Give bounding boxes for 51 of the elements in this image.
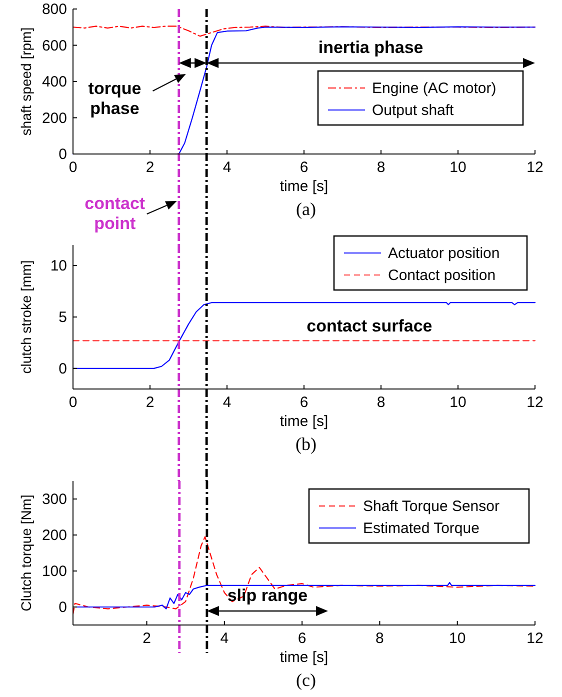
y-tick-label: 800	[42, 1, 67, 18]
x-tick-label: 10	[450, 394, 466, 411]
text: (a)	[296, 199, 316, 219]
x-axis-title: time [s]	[280, 178, 328, 195]
legend-label: Engine (AC motor)	[372, 80, 496, 97]
y-axis-title: shaft speed [rpm]	[18, 27, 34, 136]
annotation: inertia phase	[318, 38, 424, 57]
x-tick-label: 2	[142, 630, 151, 647]
x-tick-label: 12	[526, 630, 544, 647]
annotation: slip range	[227, 586, 308, 605]
annotation: torque phase	[88, 79, 142, 118]
x-tick-label: 6	[300, 394, 308, 411]
y-tick-label: 200	[42, 110, 67, 127]
legend-label: Actuator position	[388, 245, 500, 262]
x-tick-label: 8	[376, 630, 384, 647]
y-tick-label: 0	[58, 146, 67, 163]
y-tick-label: 10	[50, 258, 67, 275]
x-tick-label: 12	[526, 394, 544, 411]
x-tick-label: 8	[376, 159, 386, 176]
y-tick-label: 300	[42, 491, 67, 508]
x-tick-label: 2	[146, 394, 154, 411]
x-tick-label: 10	[449, 630, 466, 647]
y-tick-label: 200	[42, 527, 67, 544]
y-tick-label: 100	[42, 563, 67, 580]
x-tick-label: 12	[526, 159, 544, 176]
x-tick-label: 4	[220, 630, 229, 647]
line-series	[72, 536, 536, 615]
x-axis-title: time [s]	[280, 649, 328, 666]
x-tick-label: 2	[146, 159, 154, 176]
text: (c)	[296, 670, 316, 690]
y-tick-label: 400	[42, 74, 67, 90]
text: (b)	[296, 434, 316, 454]
x-tick-label: 8	[376, 394, 386, 411]
y-tick-label: 600	[42, 37, 67, 54]
x-tick-label: 6	[298, 630, 306, 647]
legend-label: Contact position	[388, 267, 496, 284]
x-axis-title: time [s]	[280, 413, 328, 430]
x-tick-label: 4	[222, 159, 232, 176]
y-axis-title: Clutch torque [Nm]	[18, 494, 34, 612]
y-axis-title: clutch stroke [mm]	[18, 260, 34, 374]
y-tick-label: 0	[58, 360, 67, 378]
legend-label: Output shaft	[372, 102, 455, 119]
y-tick-label: 5	[58, 309, 67, 326]
x-tick-label: 4	[222, 394, 232, 411]
y-tick-label: 0	[58, 599, 67, 616]
legend-label: Shaft Torque Sensor	[363, 498, 500, 515]
legend-label: Estimated Torque	[363, 520, 480, 537]
x-tick-label: 10	[450, 159, 466, 176]
annotation: contact surface	[306, 316, 432, 336]
x-tick-label: 6	[300, 159, 308, 176]
text: contact point	[84, 194, 146, 233]
